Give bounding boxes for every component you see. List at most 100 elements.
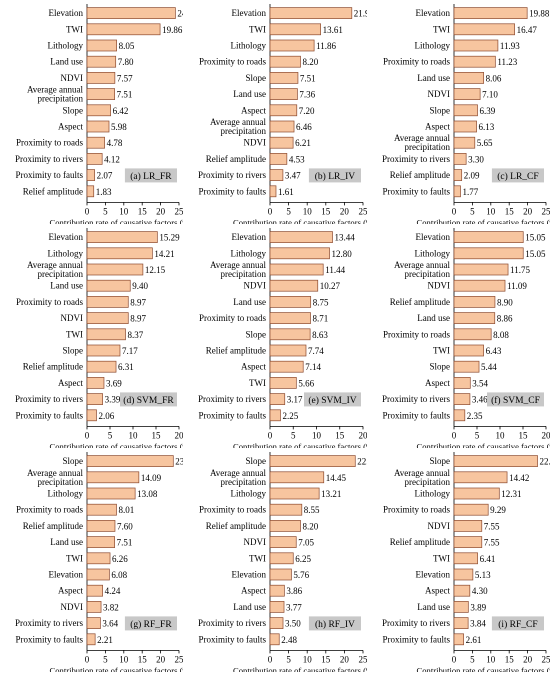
bar	[270, 329, 310, 340]
value-label: 1.61	[278, 187, 294, 197]
value-label: 2.06	[98, 411, 114, 421]
value-label: 6.43	[486, 346, 502, 356]
value-label: 15.05	[525, 233, 546, 243]
value-label: 8.08	[493, 330, 509, 340]
value-label: 6.08	[111, 570, 127, 580]
bar	[270, 569, 291, 580]
bar	[87, 24, 160, 35]
bar	[454, 170, 462, 181]
category-label: Proximity to rivers	[382, 618, 450, 628]
panel-label: (h) RF_IV	[315, 619, 355, 630]
value-label: 8.90	[497, 297, 513, 307]
bar	[87, 329, 126, 340]
x-tick-label: 15	[505, 654, 515, 664]
bar	[87, 553, 110, 564]
value-label: 22.70	[540, 457, 550, 467]
x-tick-label: 15	[519, 430, 529, 440]
value-label: 3.54	[472, 378, 488, 388]
x-axis-label: Contribution rate of causative factors (…	[233, 441, 367, 448]
bar	[454, 618, 468, 629]
value-label: 19.88	[529, 9, 550, 19]
bar	[270, 313, 311, 324]
value-label: 7.51	[117, 90, 133, 100]
bar	[270, 264, 323, 275]
category-label: TWI	[249, 24, 266, 34]
bar	[270, 585, 284, 596]
bar	[270, 537, 296, 548]
bar	[454, 472, 507, 483]
bar	[87, 537, 115, 548]
category-label: Land use	[233, 602, 266, 612]
category-label: NDVI	[244, 537, 267, 547]
category-label: Aspect	[241, 586, 266, 596]
category-label: Aspect	[58, 586, 83, 596]
bar	[454, 394, 470, 405]
bar	[454, 280, 505, 291]
bar	[270, 394, 285, 405]
bar	[454, 24, 515, 35]
x-tick-label: 20	[542, 430, 550, 440]
category-label: Proximity to roads	[199, 313, 266, 323]
category-label: Proximity to roads	[16, 505, 83, 515]
x-axis-label: Contribution rate of causative factors (…	[233, 217, 367, 224]
bar	[87, 410, 96, 421]
value-label: 8.63	[312, 330, 328, 340]
category-label: Aspect	[425, 586, 450, 596]
category-label: Slope	[429, 105, 450, 115]
category-label: Land use	[233, 89, 266, 99]
category-label: Proximity to roads	[199, 505, 266, 515]
value-label: 8.20	[303, 57, 319, 67]
value-label: 19.86	[162, 25, 183, 35]
value-label: 7.55	[484, 538, 500, 548]
bar	[270, 601, 284, 612]
bar	[454, 361, 479, 372]
panel-label: (i) RF_CF	[498, 619, 537, 630]
bar	[454, 72, 484, 83]
chart-lr-iv: Elevation21.99TWI13.61Lithology11.86Prox…	[183, 0, 367, 224]
category-label: Slope	[62, 346, 83, 356]
bar	[87, 345, 120, 356]
x-tick-label: 0	[85, 430, 90, 440]
bar	[454, 553, 478, 564]
value-label: 6.39	[480, 106, 496, 116]
value-label: 7.05	[298, 538, 314, 548]
value-label: 3.77	[286, 602, 302, 612]
x-tick-label: 25	[175, 654, 184, 664]
bar	[87, 488, 135, 499]
bar	[454, 264, 508, 275]
x-tick-label: 0	[452, 206, 457, 216]
x-axis-label: Contribution rate of causative factors (…	[417, 441, 550, 448]
value-label: 7.20	[299, 106, 315, 116]
category-label: Slope	[62, 456, 83, 466]
value-label: 21.99	[354, 9, 367, 19]
x-axis-label: Contribution rate of causative factors (…	[50, 665, 183, 672]
bar	[454, 456, 538, 467]
x-tick-label: 5	[470, 654, 475, 664]
value-label: 13.44	[334, 233, 355, 243]
value-label: 8.97	[130, 314, 146, 324]
category-label: TWI	[249, 378, 266, 388]
bar	[87, 72, 115, 83]
value-label: 12.31	[501, 489, 521, 499]
category-label: Relief amplitude	[390, 170, 450, 180]
bar	[270, 121, 294, 132]
x-tick-label: 20	[175, 430, 184, 440]
category-label: Lithology	[231, 489, 267, 499]
category-label: Relief amplitude	[23, 521, 83, 531]
value-label: 2.61	[466, 635, 482, 645]
value-label: 3.30	[468, 154, 484, 164]
value-label: 8.71	[313, 314, 329, 324]
category-label: NDVI	[61, 73, 84, 83]
value-label: 6.41	[480, 554, 496, 564]
x-tick-label: 5	[286, 206, 291, 216]
category-label: NDVI	[428, 89, 451, 99]
value-label: 14.09	[141, 473, 162, 483]
